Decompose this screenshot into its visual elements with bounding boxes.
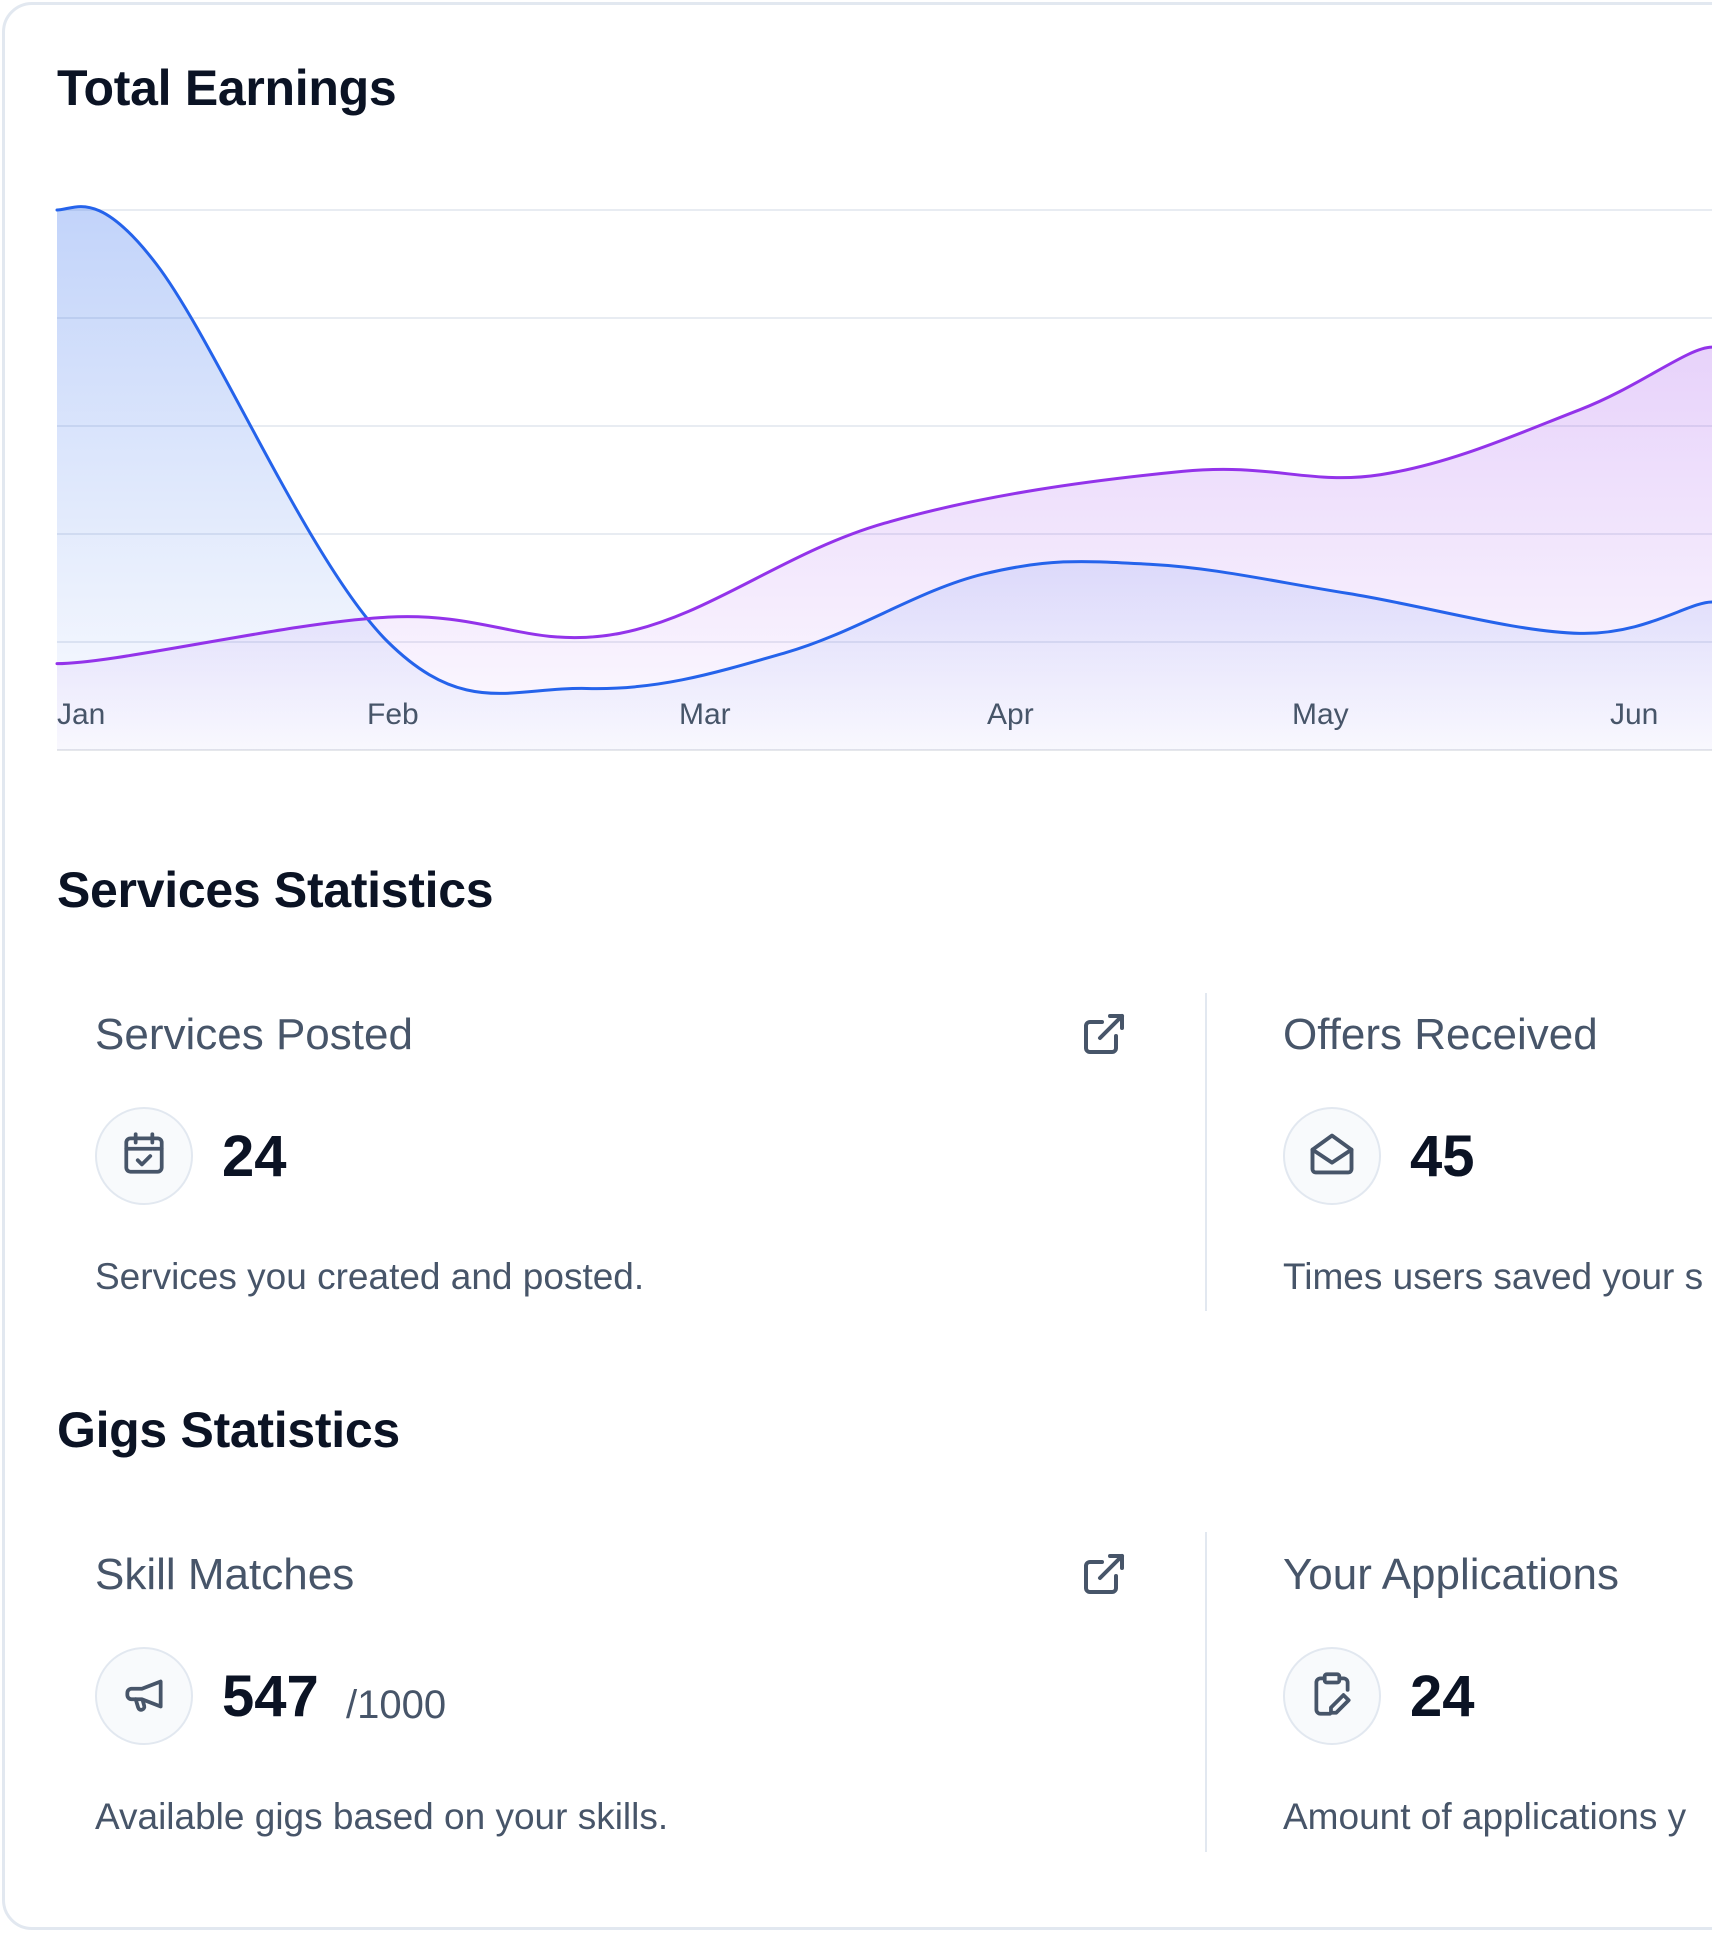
x-tick-label: May: [1292, 698, 1349, 731]
earnings-chart: Jan Feb Mar Apr May Jun: [0, 0, 1712, 760]
your-applications-label: Your Applications: [1283, 1553, 1619, 1597]
skill-matches-total: /1000: [346, 1685, 446, 1725]
gigs-statistics-title: Gigs Statistics: [57, 1405, 400, 1455]
skill-matches-icon-badge: [95, 1647, 193, 1745]
services-posted-icon-badge: [95, 1107, 193, 1205]
megaphone-icon: [119, 1669, 169, 1724]
gigs-divider: [1205, 1532, 1207, 1852]
calendar-check-icon: [119, 1129, 169, 1184]
x-tick-label: Jun: [1610, 698, 1658, 731]
your-applications-icon-badge: [1283, 1647, 1381, 1745]
x-tick-label: Mar: [679, 698, 731, 731]
skill-matches-value: 547: [222, 1668, 319, 1726]
x-tick-label: Jan: [57, 698, 105, 731]
services-posted-description: Services you created and posted.: [95, 1258, 644, 1295]
x-tick-label: Apr: [987, 698, 1034, 731]
skill-matches-label: Skill Matches: [95, 1553, 354, 1597]
offers-received-label: Offers Received: [1283, 1013, 1598, 1057]
services-divider: [1205, 993, 1207, 1311]
services-posted-label: Services Posted: [95, 1013, 413, 1057]
external-link-icon[interactable]: [1080, 1010, 1128, 1058]
offers-received-description: Times users saved your s: [1283, 1258, 1703, 1295]
offers-received-icon-badge: [1283, 1107, 1381, 1205]
x-tick-label: Feb: [367, 698, 419, 731]
offers-received-value: 45: [1410, 1128, 1475, 1186]
mail-open-icon: [1306, 1128, 1358, 1185]
your-applications-description: Amount of applications y: [1283, 1798, 1686, 1835]
skill-matches-description: Available gigs based on your skills.: [95, 1798, 668, 1835]
your-applications-value: 24: [1410, 1668, 1475, 1726]
external-link-icon[interactable]: [1080, 1550, 1128, 1598]
clipboard-edit-icon: [1307, 1669, 1357, 1724]
services-posted-value: 24: [222, 1128, 287, 1186]
services-statistics-title: Services Statistics: [57, 865, 493, 915]
